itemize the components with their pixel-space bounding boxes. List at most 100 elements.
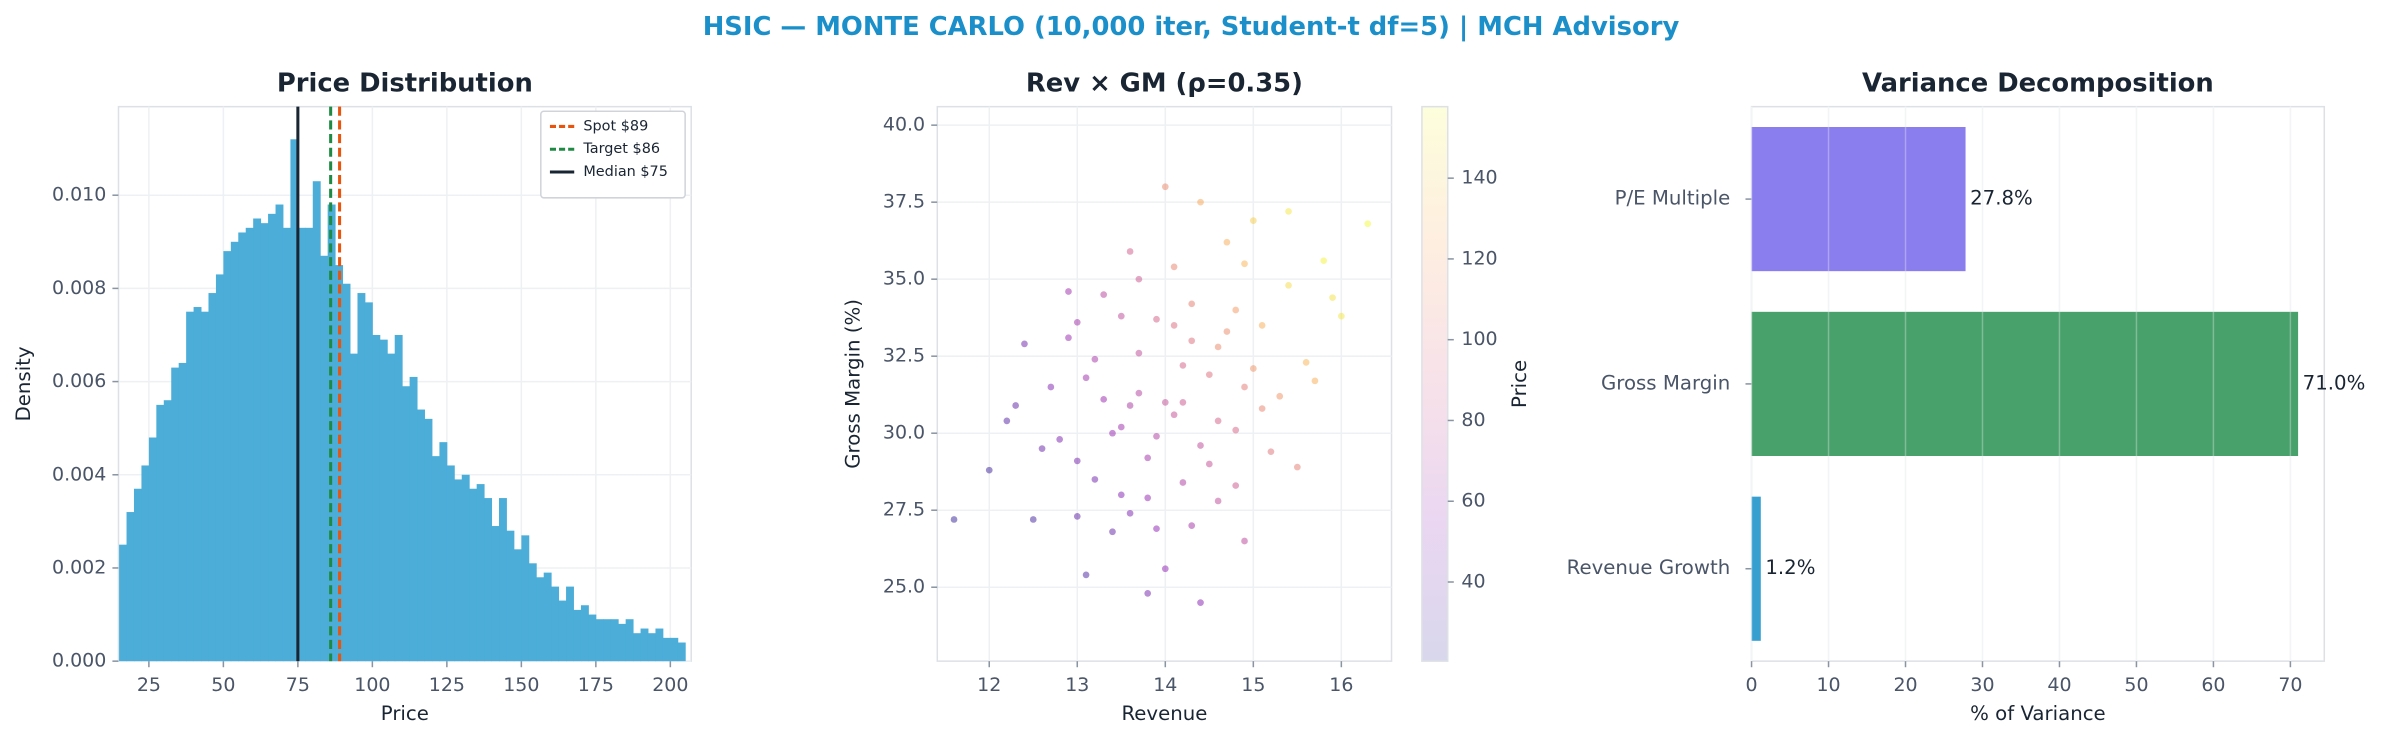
- scatter-point: [1232, 306, 1240, 314]
- scatter-point: [1144, 590, 1152, 597]
- histogram-bar: [640, 628, 649, 662]
- scatter-point: [1338, 312, 1345, 320]
- x-tick-label: 50: [211, 674, 235, 696]
- scatter-point: [1109, 528, 1116, 536]
- x-tick-label: 200: [652, 674, 688, 696]
- y-tick-label: Gross Margin: [1601, 371, 1730, 394]
- scatter-point: [1038, 445, 1046, 452]
- scatter-point: [1188, 522, 1196, 529]
- x-tick-label: 75: [286, 674, 310, 696]
- y-tick-label: 40.0: [883, 114, 925, 136]
- histogram-bar: [566, 586, 574, 662]
- y-axis-label: Density: [12, 346, 35, 421]
- panel: Variance Decomposition 0 10 20 30 40 50 60 70 % o…: [1567, 68, 2366, 724]
- histogram-bar: [186, 311, 195, 662]
- histogram-bar: [454, 479, 463, 662]
- histogram-bar: [148, 437, 157, 662]
- histogram-bar: [156, 404, 165, 662]
- scatter-point: [1065, 288, 1072, 295]
- y-tick-label: 27.5: [883, 499, 925, 521]
- scatter-point: [1144, 494, 1152, 502]
- scatter-point: [1197, 198, 1204, 206]
- y-tick-label: 0.002: [52, 556, 106, 578]
- histogram-bar: [491, 526, 500, 662]
- y-tick-label: 37.5: [883, 191, 925, 213]
- scatter-point: [1249, 365, 1257, 372]
- histogram-bar: [119, 544, 127, 662]
- histogram-bar: [372, 334, 381, 662]
- y-tick-label: Revenue Growth: [1567, 556, 1731, 579]
- data-label: 1.2%: [1765, 556, 1815, 579]
- scatter-point: [1197, 599, 1204, 606]
- histogram-bar: [603, 619, 612, 662]
- scatter-point: [1302, 359, 1310, 366]
- histogram-bar: [201, 311, 209, 662]
- scatter-point: [1135, 349, 1143, 357]
- x-tick-label: 10: [1816, 674, 1840, 696]
- histogram-bar: [625, 619, 634, 662]
- scatter-point: [1047, 383, 1055, 391]
- scatter-point: [1117, 491, 1125, 499]
- histogram-bar: [133, 488, 142, 662]
- scatter-point: [1197, 442, 1204, 449]
- scatter-point: [1126, 248, 1134, 255]
- histogram-bar: [253, 218, 262, 662]
- scatter-point: [1082, 571, 1090, 579]
- scatter-point: [1003, 417, 1011, 425]
- histogram-bar: [655, 628, 664, 662]
- histogram-bar: [536, 577, 545, 662]
- bar: [1751, 311, 2299, 456]
- y-tick-label: 0.010: [52, 184, 106, 206]
- legend-label: Target $86: [582, 141, 660, 157]
- legend-label: Spot $89: [583, 118, 648, 134]
- histogram-bar: [163, 400, 172, 662]
- histogram-bar: [543, 572, 552, 662]
- histogram-bar: [223, 251, 232, 662]
- x-tick-label: 13: [1065, 674, 1089, 696]
- scatter-point: [1364, 220, 1372, 228]
- histogram-bar: [268, 213, 276, 662]
- scatter-point: [1179, 362, 1187, 369]
- histogram-bar: [297, 227, 306, 662]
- scatter-point: [1100, 291, 1108, 298]
- scatter-point: [1232, 426, 1240, 434]
- histogram-bar: [394, 334, 403, 662]
- x-tick-label: 70: [2278, 674, 2302, 696]
- scatter-point: [1091, 355, 1099, 363]
- scatter-point: [1073, 457, 1081, 465]
- scatter-point: [1073, 318, 1081, 326]
- scatter-point: [1117, 312, 1125, 320]
- histogram-bar: [595, 619, 604, 662]
- scatter-point: [1126, 402, 1134, 409]
- histogram-bar: [506, 530, 515, 662]
- scatter-point: [1179, 399, 1187, 406]
- scatter-point: [1241, 537, 1248, 545]
- x-tick-label: 14: [1153, 674, 1177, 696]
- scatter-point: [1205, 460, 1213, 468]
- grid: [937, 106, 1392, 662]
- scatter-point: [1029, 516, 1037, 523]
- colorbar-tick-label: 140: [1461, 167, 1497, 189]
- y-tick-label: 0.004: [52, 463, 106, 485]
- histogram-bar: [171, 367, 180, 662]
- y-tick-label: 0.000: [52, 650, 106, 672]
- scatter-point: [1214, 343, 1222, 351]
- plot-area: [936, 105, 1393, 662]
- chart-title: Price Distribution: [277, 68, 533, 98]
- scatter-point: [1161, 565, 1169, 573]
- x-tick-label: 60: [2201, 674, 2225, 696]
- histogram-bar: [193, 307, 202, 662]
- scatter-point: [1276, 392, 1284, 400]
- x-tick-label: 16: [1329, 674, 1353, 696]
- histogram-bar: [558, 600, 567, 662]
- histogram-bar: [484, 498, 493, 662]
- scatter-point: [1170, 263, 1178, 271]
- histogram-bar: [417, 409, 425, 662]
- scatter-point: [1091, 476, 1099, 483]
- histogram-bar: [588, 614, 597, 662]
- histogram-bar: [610, 619, 619, 662]
- y-tick-label: P/E Multiple: [1615, 187, 1731, 210]
- chart-title: Rev × GM (ρ=0.35): [1026, 68, 1303, 98]
- scatter-point: [1214, 417, 1222, 425]
- histogram-bar: [245, 227, 254, 662]
